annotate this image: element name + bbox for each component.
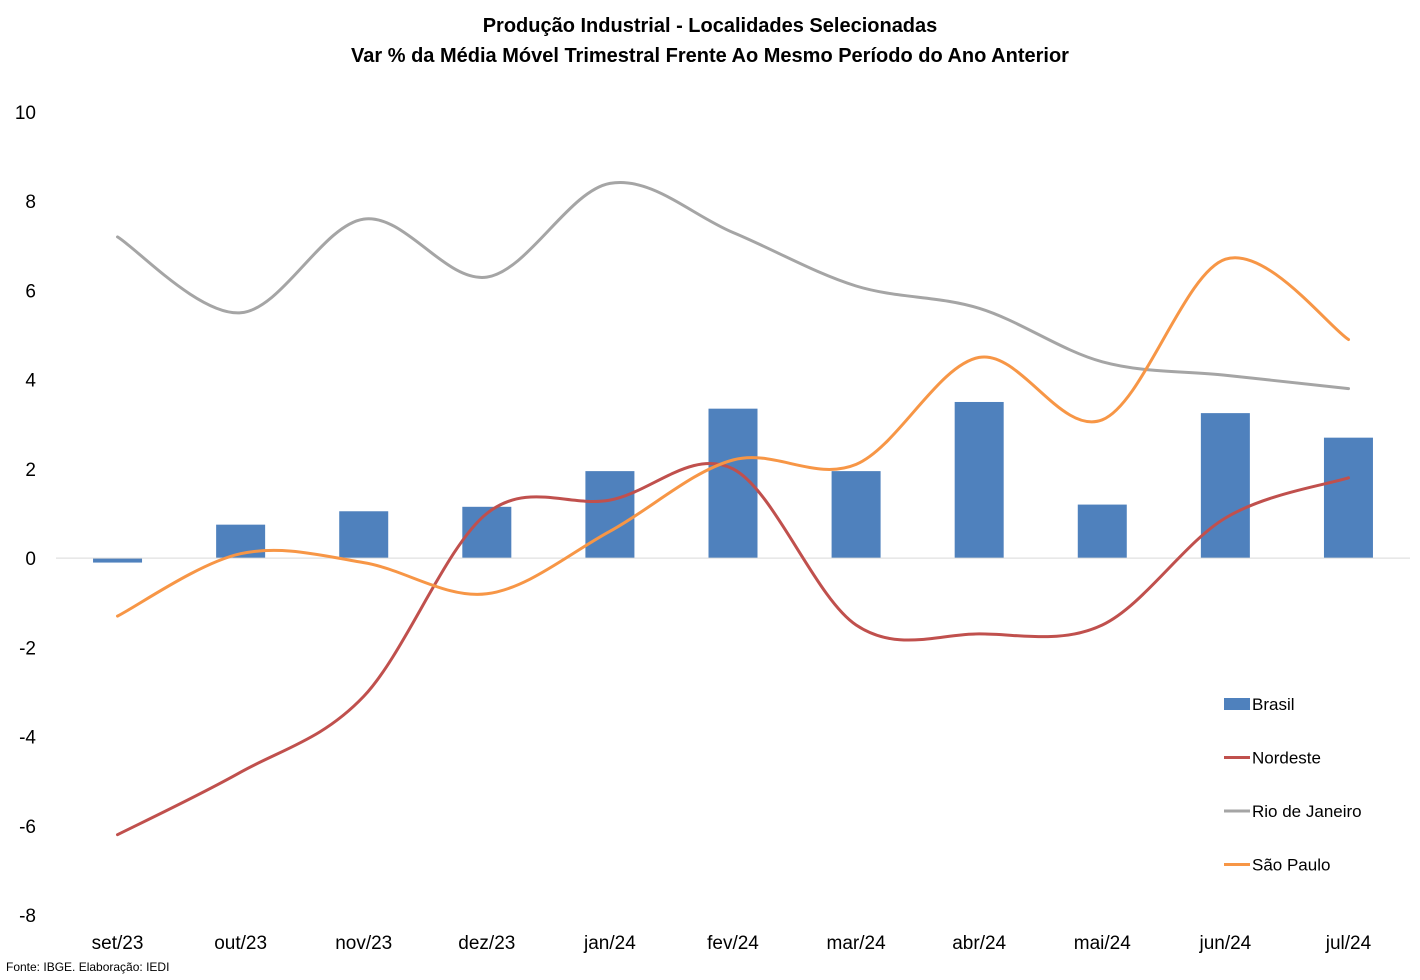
legend: Brasil Nordeste Rio de Janeiro São Paulo xyxy=(1224,695,1362,875)
bar-brasil xyxy=(1323,437,1373,559)
legend-label: Rio de Janeiro xyxy=(1252,802,1362,821)
bar-brasil xyxy=(93,558,143,563)
line-series xyxy=(116,180,1350,837)
x-tick-label: abr/24 xyxy=(952,933,1006,954)
legend-swatch xyxy=(1224,698,1250,710)
bar-brasil xyxy=(585,471,635,559)
chart-title: Produção Industrial - Localidades Seleci… xyxy=(483,15,938,37)
legend-label: São Paulo xyxy=(1252,856,1330,875)
y-tick-label: -8 xyxy=(19,906,36,927)
x-tick-label: jan/24 xyxy=(583,933,636,954)
y-tick-label: 6 xyxy=(25,281,36,302)
source-note: Fonte: IBGE. Elaboração: IEDI xyxy=(6,960,169,974)
x-tick-label: fev/24 xyxy=(707,933,759,954)
y-tick-label: -4 xyxy=(19,728,36,749)
y-tick-label: -2 xyxy=(19,638,36,659)
bar-brasil xyxy=(954,401,1004,559)
x-tick-label: jun/24 xyxy=(1198,933,1251,954)
y-tick-label: -6 xyxy=(19,817,36,838)
line-nordeste xyxy=(116,462,1350,837)
y-tick-label: 2 xyxy=(25,460,36,481)
bar-brasil xyxy=(1200,413,1250,559)
legend-label: Nordeste xyxy=(1252,749,1321,768)
x-tick-label: mar/24 xyxy=(827,933,887,954)
x-tick-label: mai/24 xyxy=(1074,933,1131,954)
x-axis: set/23 out/23 nov/23 dez/23 jan/24 fev/24 mar/… xyxy=(92,933,1372,954)
y-tick-label: 0 xyxy=(25,549,36,570)
legend-label: Brasil xyxy=(1252,695,1295,714)
chart-subtitle: Var % da Média Móvel Trimestral Frente A… xyxy=(351,45,1069,67)
bar-brasil xyxy=(1077,504,1127,559)
line-sao-paulo xyxy=(116,256,1350,618)
x-tick-label: dez/23 xyxy=(458,933,515,954)
line-rio-de-janeiro xyxy=(116,180,1350,391)
x-tick-label: set/23 xyxy=(92,933,144,954)
y-tick-label: 10 xyxy=(15,103,36,124)
x-tick-label: out/23 xyxy=(214,933,267,954)
bar-brasil xyxy=(831,471,881,559)
x-tick-label: nov/23 xyxy=(335,933,392,954)
y-tick-label: 4 xyxy=(25,371,36,392)
bar-series xyxy=(93,401,1373,563)
x-tick-label: jul/24 xyxy=(1325,933,1372,954)
y-tick-label: 8 xyxy=(25,192,36,213)
y-axis: 10 8 6 4 2 0 -2 -4 -6 -8 xyxy=(15,103,37,927)
bar-brasil xyxy=(339,511,389,559)
